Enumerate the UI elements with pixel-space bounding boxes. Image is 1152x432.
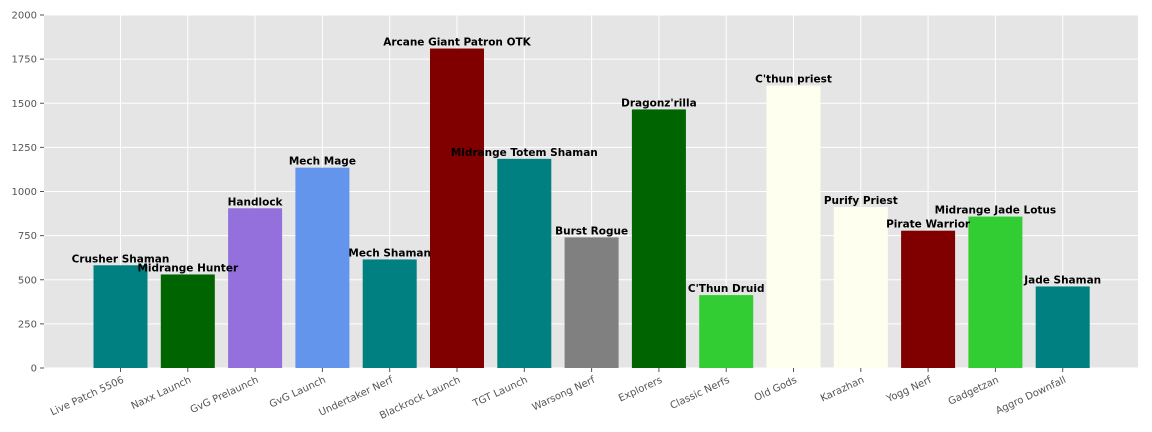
bar	[968, 216, 1023, 368]
y-axis: 0 250 500 750 1000 1250 1500 1750 2000	[12, 11, 44, 375]
x-tick-label: GvG Prelaunch	[189, 375, 261, 416]
x-tick-label: Old Gods	[753, 375, 799, 404]
bar-value-label: Burst Rogue	[555, 225, 628, 237]
bar	[430, 48, 484, 368]
bar-value-label: Midrange Totem Shaman	[451, 147, 598, 159]
x-tick-label: Explorers	[617, 375, 664, 405]
bar	[295, 167, 350, 368]
y-tick-label: 1500	[12, 99, 37, 110]
bar-value-label: Handlock	[228, 196, 284, 208]
bar-value-label: Midrange Hunter	[137, 262, 238, 274]
y-tick-label: 1750	[12, 55, 37, 66]
x-tick-label: TGT Launch	[471, 375, 530, 410]
y-tick-label: 2000	[12, 11, 37, 22]
bar-value-label: Purify Priest	[824, 195, 898, 207]
x-tick-label: Warsong Nerf	[531, 375, 598, 414]
bar-value-label: Jade Shaman	[1023, 274, 1101, 286]
x-tick-label: Live Patch 5506	[49, 375, 126, 419]
bars	[93, 48, 1090, 369]
x-tick-label: Gadgetzan	[947, 375, 1001, 408]
x-tick-label: Karazhan	[819, 375, 866, 405]
bar	[160, 274, 215, 368]
bar-value-label: Dragonz'rilla	[621, 97, 697, 109]
y-tick-label: 1250	[12, 143, 37, 154]
bar-value-label: Mech Mage	[289, 156, 356, 168]
bar	[564, 237, 619, 368]
bar-value-label: C'thun priest	[755, 74, 832, 86]
bar-value-label: Arcane Giant Patron OTK	[383, 37, 531, 49]
bar	[766, 85, 821, 368]
x-tick-label: GvG Launch	[268, 375, 328, 411]
bar	[228, 208, 283, 368]
y-tick-label: 1000	[12, 187, 37, 198]
bar	[362, 259, 417, 368]
bar	[1035, 286, 1090, 368]
bar	[833, 207, 888, 368]
bar	[497, 158, 552, 368]
x-tick-label: Yogg Nerf	[884, 375, 934, 406]
y-tick-label: 500	[18, 275, 37, 286]
x-tick-label: Classic Nerfs	[669, 375, 732, 412]
bar-value-label: Pirate Warrior	[886, 219, 971, 231]
bar	[631, 109, 686, 369]
y-tick-label: 250	[18, 319, 37, 330]
y-tick-label: 0	[31, 364, 37, 375]
bar-value-label: Crusher Shaman	[72, 253, 170, 265]
x-tick-label: Aggro Downfall	[994, 375, 1068, 417]
bar	[901, 230, 956, 368]
bar-value-label: Midrange Jade Lotus	[935, 205, 1057, 217]
bar	[699, 295, 754, 368]
bar-value-label: Mech Shaman	[348, 247, 431, 259]
x-tick-label: Naxx Launch	[130, 375, 193, 412]
bar-value-label: C'Thun Druid	[688, 283, 765, 295]
bar	[93, 265, 148, 368]
y-tick-label: 750	[18, 231, 37, 242]
